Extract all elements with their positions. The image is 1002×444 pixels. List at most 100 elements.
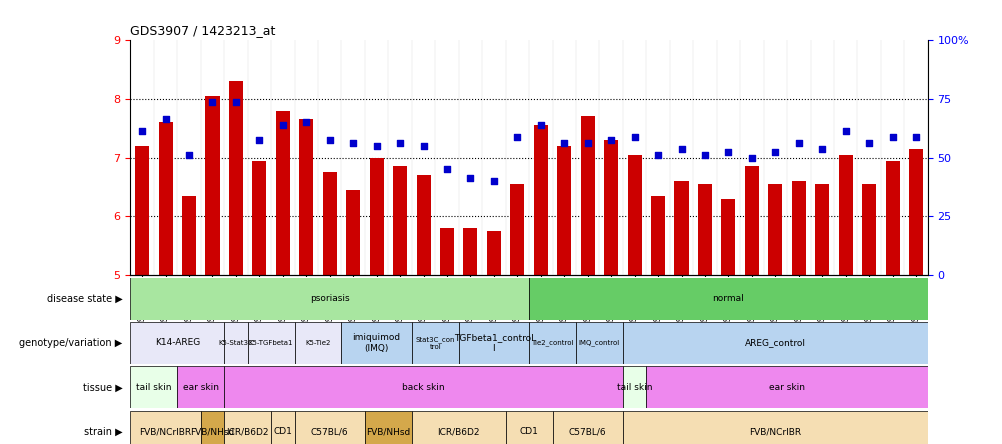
Bar	[575, 322, 622, 364]
Text: IMQ_control: IMQ_control	[578, 340, 619, 346]
Point	[157, 116, 173, 123]
Text: AREG_control: AREG_control	[744, 338, 805, 348]
Point	[392, 139, 408, 147]
Text: tissue ▶: tissue ▶	[82, 382, 122, 392]
Point	[767, 148, 783, 155]
Bar	[815, 184, 829, 275]
Bar	[158, 123, 172, 275]
Bar	[505, 411, 552, 444]
Bar	[650, 196, 664, 275]
Bar	[533, 125, 547, 275]
Text: FVB/NCrIBR: FVB/NCrIBR	[139, 427, 191, 436]
Bar	[622, 322, 927, 364]
Text: disease state ▶: disease state ▶	[47, 293, 122, 304]
Bar	[768, 184, 782, 275]
Point	[485, 178, 501, 185]
Bar	[247, 322, 295, 364]
Text: Tie2_control: Tie2_control	[531, 340, 573, 346]
Bar	[224, 411, 271, 444]
Bar	[908, 149, 922, 275]
Bar	[440, 228, 454, 275]
Bar	[791, 181, 805, 275]
Bar	[276, 111, 290, 275]
Bar	[552, 411, 622, 444]
Text: CD1: CD1	[519, 427, 538, 436]
Bar	[365, 411, 412, 444]
Point	[719, 148, 735, 155]
Bar	[622, 411, 927, 444]
Text: normal: normal	[711, 294, 743, 303]
Bar	[341, 322, 412, 364]
Bar	[130, 366, 177, 408]
Text: TGFbeta1_control
l: TGFbeta1_control l	[454, 333, 533, 353]
Point	[907, 134, 923, 141]
Point	[134, 127, 150, 135]
Point	[743, 154, 760, 161]
Bar	[205, 96, 219, 275]
Bar	[177, 366, 224, 408]
Point	[672, 145, 688, 152]
Text: ICR/B6D2: ICR/B6D2	[226, 427, 269, 436]
Text: ICR/B6D2: ICR/B6D2	[437, 427, 480, 436]
Bar	[720, 199, 734, 275]
Point	[556, 139, 572, 147]
Bar	[458, 322, 529, 364]
Bar	[744, 166, 759, 275]
Bar	[673, 181, 688, 275]
Bar	[295, 322, 341, 364]
Point	[532, 122, 548, 129]
Text: Stat3C_con
trol: Stat3C_con trol	[415, 336, 455, 350]
Bar	[130, 411, 200, 444]
Point	[861, 139, 877, 147]
Bar	[627, 155, 641, 275]
Bar	[323, 172, 337, 275]
Point	[790, 139, 806, 147]
Point	[180, 151, 196, 158]
Bar	[529, 278, 927, 320]
Text: C57BL/6: C57BL/6	[311, 427, 349, 436]
Text: genotype/variation ▶: genotype/variation ▶	[19, 338, 122, 348]
Bar	[645, 366, 927, 408]
Bar	[224, 322, 247, 364]
Point	[298, 119, 314, 126]
Point	[649, 151, 665, 158]
Bar	[130, 322, 224, 364]
Bar	[486, 231, 500, 275]
Point	[252, 136, 268, 143]
Text: C57BL/6: C57BL/6	[568, 427, 606, 436]
Text: ear skin: ear skin	[769, 383, 805, 392]
Bar	[299, 119, 313, 275]
Point	[884, 134, 900, 141]
Point	[579, 139, 595, 147]
Point	[439, 166, 455, 173]
Point	[204, 98, 220, 105]
Point	[814, 145, 830, 152]
Bar	[253, 161, 267, 275]
Point	[227, 98, 243, 105]
Bar	[135, 146, 149, 275]
Bar	[697, 184, 711, 275]
Point	[837, 127, 853, 135]
Text: K14-AREG: K14-AREG	[154, 338, 199, 348]
Text: psoriasis: psoriasis	[310, 294, 350, 303]
Bar	[181, 196, 195, 275]
Point	[275, 122, 291, 129]
Bar	[529, 322, 575, 364]
Bar	[346, 190, 360, 275]
Point	[696, 151, 712, 158]
Point	[462, 174, 478, 182]
Point	[415, 143, 431, 150]
Bar	[295, 411, 365, 444]
Text: tail skin: tail skin	[616, 383, 651, 392]
Bar	[603, 140, 617, 275]
Bar	[463, 228, 477, 275]
Text: K5-Tie2: K5-Tie2	[305, 340, 331, 346]
Bar	[412, 322, 458, 364]
Point	[602, 136, 618, 143]
Point	[509, 134, 525, 141]
Text: back skin: back skin	[402, 383, 445, 392]
Text: K5-Stat3C: K5-Stat3C	[218, 340, 254, 346]
Bar	[370, 158, 384, 275]
Bar	[412, 411, 505, 444]
Text: K5-TGFbeta1: K5-TGFbeta1	[248, 340, 293, 346]
